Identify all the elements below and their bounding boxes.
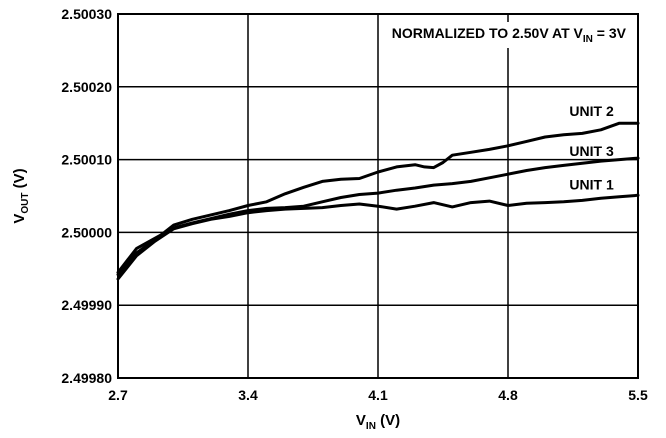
series-label: UNIT 2 bbox=[569, 103, 614, 119]
y-tick-labels: 2.49980 2.49990 2.50000 2.50010 2.50020 2.500… bbox=[61, 6, 112, 386]
y-axis-label: VOUT (V) bbox=[11, 168, 31, 223]
annotation-background bbox=[385, 22, 633, 48]
x-tick-labels: 2.7 3.4 4.1 4.8 5.5 bbox=[108, 387, 648, 403]
y-axis-label-unit: (V) bbox=[11, 168, 28, 192]
y-tick-label: 2.49990 bbox=[61, 297, 112, 313]
x-axis-label-main: V bbox=[356, 412, 366, 429]
x-axis-label: VIN (V) bbox=[356, 412, 400, 432]
annotation-prefix: NORMALIZED TO 2.50V AT V bbox=[392, 25, 584, 41]
y-tick-label: 2.50020 bbox=[61, 79, 112, 95]
series-label: UNIT 1 bbox=[569, 176, 614, 192]
x-tick-label: 4.8 bbox=[498, 387, 518, 403]
series-labels: UNIT 2 UNIT 3 UNIT 1 bbox=[569, 103, 614, 193]
x-tick-label: 5.5 bbox=[628, 387, 648, 403]
annotation-suffix: = 3V bbox=[593, 25, 627, 41]
y-axis-label-main: V bbox=[11, 214, 28, 224]
annotation: NORMALIZED TO 2.50V AT VIN = 3V bbox=[385, 22, 633, 48]
annotation-subscript: IN bbox=[583, 34, 593, 45]
x-tick-label: 3.4 bbox=[238, 387, 258, 403]
series-label: UNIT 3 bbox=[569, 143, 614, 159]
y-tick-label: 2.50010 bbox=[61, 152, 112, 168]
x-axis-label-unit: (V) bbox=[376, 412, 400, 429]
x-tick-label: 2.7 bbox=[108, 387, 128, 403]
series-layer bbox=[116, 121, 640, 281]
plot-frame bbox=[117, 13, 639, 379]
y-tick-label: 2.49980 bbox=[61, 370, 112, 386]
y-tick-label: 2.50030 bbox=[61, 6, 112, 22]
normalization-note: NORMALIZED TO 2.50V AT VIN = 3V bbox=[392, 25, 627, 45]
x-axis-label-subscript: IN bbox=[366, 421, 376, 432]
y-axis-label-subscript: OUT bbox=[20, 193, 31, 214]
y-tick-label: 2.50000 bbox=[61, 224, 112, 240]
x-tick-label: 4.1 bbox=[368, 387, 388, 403]
series-line-unit-2 bbox=[116, 121, 640, 277]
grid-lines bbox=[117, 13, 639, 379]
series-line-unit-1 bbox=[116, 193, 640, 281]
